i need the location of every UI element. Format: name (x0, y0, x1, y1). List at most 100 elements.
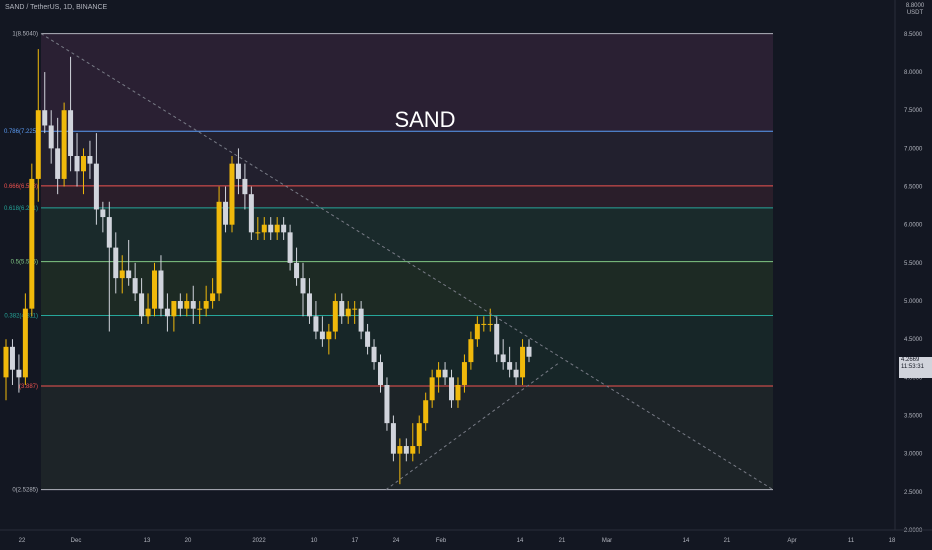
candle-body (507, 362, 513, 370)
candle-body (481, 323, 487, 325)
candle-body (384, 384, 390, 424)
price-axis-tick: 6.0000 (904, 223, 923, 229)
candle-body (358, 308, 364, 332)
candle-countdown: 11:53:31 (901, 364, 924, 370)
candle-body (171, 301, 177, 317)
price-axis-tick: 2.5000 (904, 490, 923, 496)
candle-body (87, 156, 93, 164)
candle-body (255, 232, 261, 234)
price-axis-tick: 3.5000 (904, 414, 923, 420)
currency-label: USDT (906, 10, 924, 16)
time-axis-tick: 18 (889, 538, 896, 544)
fib-level-label: 0.618(6.221) (4, 206, 38, 212)
candle-body (442, 369, 448, 378)
fib-band (41, 33, 773, 132)
candle-body (48, 125, 54, 149)
fib-band (41, 185, 773, 208)
fib-band (41, 207, 773, 262)
candle-body (100, 209, 106, 218)
time-axis-tick: 21 (724, 538, 731, 544)
candle-body (461, 362, 467, 385)
candle-body (158, 270, 164, 309)
candle-body (449, 377, 455, 401)
candle-body (55, 148, 61, 179)
fib-level-label: 0.5(5.516) (11, 260, 38, 266)
candle-body (436, 369, 442, 378)
price-axis-tick: 7.5000 (904, 108, 923, 114)
price-scale-top-label: 8.8000 (905, 3, 925, 9)
candle-body (210, 293, 216, 302)
candle-body (35, 110, 41, 179)
candle-body (332, 301, 338, 332)
time-axis-tick: 24 (393, 538, 400, 544)
price-axis-tick: 4.0000 (904, 375, 923, 381)
price-axis-tick: 2.0000 (904, 528, 923, 534)
candle-body (261, 224, 267, 233)
candle-body (242, 178, 248, 195)
time-axis-tick: Feb (436, 538, 447, 544)
candle-body (455, 384, 461, 401)
chart-annotation-sand: SAND (394, 107, 455, 132)
fib-band (41, 315, 773, 386)
time-axis-tick: 17 (352, 538, 359, 544)
candle-body (22, 308, 28, 378)
price-axis-tick: 4.5000 (904, 337, 923, 343)
candle-body (61, 110, 67, 179)
candle-body (106, 217, 112, 248)
candle-body (423, 400, 429, 424)
candle-body (68, 110, 74, 157)
candle-body (397, 446, 403, 454)
time-axis-tick: 14 (683, 538, 690, 544)
time-axis-tick: 2022 (252, 538, 266, 544)
time-axis-tick: Dec (71, 538, 82, 544)
candle-body (352, 308, 358, 310)
candle-body (274, 224, 280, 233)
candle-body (390, 423, 396, 454)
candle-body (319, 331, 325, 340)
candle-body (377, 362, 383, 385)
symbol-header: SAND / TetherUS, 1D, BINANCE (5, 4, 108, 11)
time-axis-tick: 21 (559, 538, 566, 544)
candle-body (371, 346, 377, 363)
candle-body (287, 232, 293, 263)
candle-body (494, 323, 500, 355)
fib-level-label: 1(8.5040) (12, 32, 38, 38)
price-axis-tick: 5.0000 (904, 299, 923, 305)
candle-body (119, 270, 125, 279)
price-axis-tick: 8.5000 (904, 32, 923, 38)
fib-level-label: 0(2.5285) (12, 488, 38, 494)
time-axis-tick: 14 (517, 538, 524, 544)
candle-body (339, 301, 345, 317)
candle-body (416, 423, 422, 447)
candle-body (300, 278, 306, 294)
candle-body (29, 178, 35, 309)
candle-body (145, 308, 151, 317)
candle-body (248, 194, 254, 233)
price-axis-tick: 3.0000 (904, 452, 923, 458)
candle-body (164, 308, 170, 317)
time-axis-tick: 13 (144, 538, 151, 544)
time-axis-tick: 20 (185, 538, 192, 544)
candle-body (468, 339, 474, 363)
candle-body (42, 110, 48, 126)
candle-body (403, 446, 409, 454)
candle-body (74, 156, 80, 172)
candle-body (474, 323, 480, 340)
currency-badge: 8.8000 USDT (898, 3, 932, 17)
candle-body (93, 163, 99, 210)
candle-body (3, 346, 9, 378)
candle-body (113, 247, 119, 279)
fib-band (41, 131, 773, 186)
candle-body (216, 201, 222, 294)
candle-body (235, 163, 241, 179)
price-axis-tick: 6.5000 (904, 185, 923, 191)
candle-body (526, 346, 532, 357)
candle-body (306, 293, 312, 317)
candle-body (345, 308, 351, 317)
time-axis-tick: Mar (602, 538, 612, 544)
candle-body (487, 323, 493, 325)
candle-body (229, 163, 235, 225)
candle-body (80, 156, 86, 172)
candle-body (268, 224, 274, 233)
